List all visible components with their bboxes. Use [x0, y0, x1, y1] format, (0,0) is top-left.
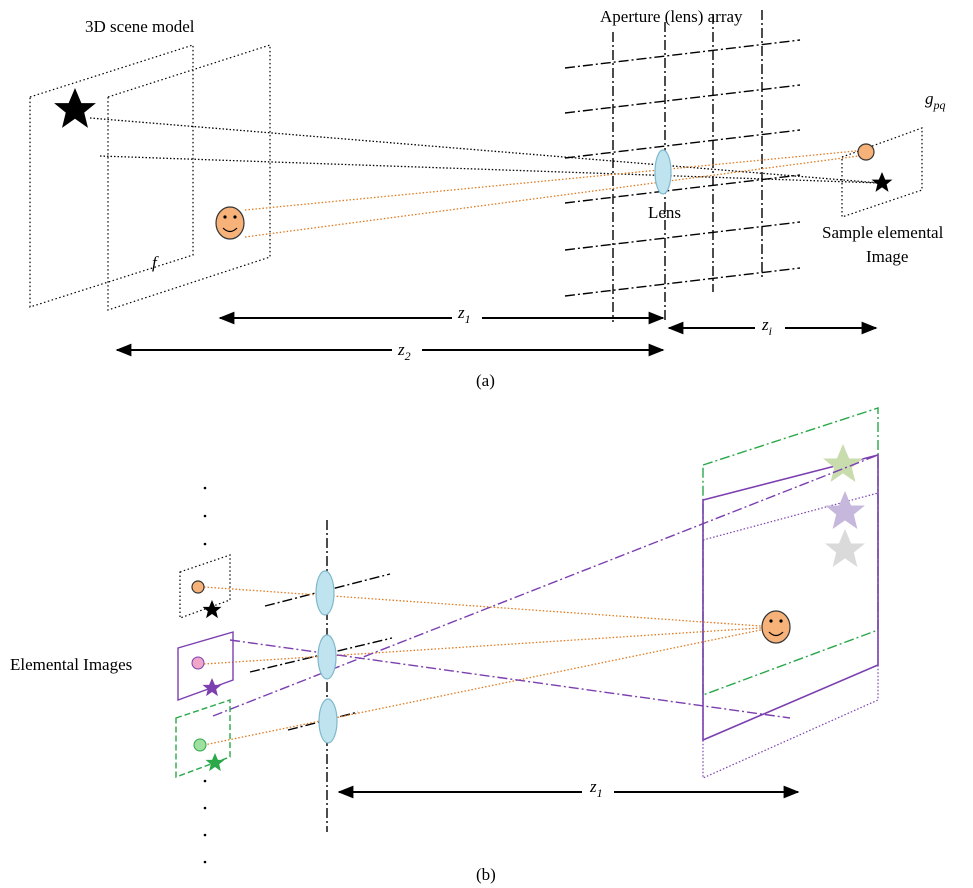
plane-purple-dotted [703, 493, 878, 778]
small-star [206, 753, 225, 771]
focal-label: f [152, 253, 159, 272]
plane-purple [703, 455, 878, 740]
dot [204, 487, 207, 490]
ellipsis-dots [204, 487, 207, 864]
ray [204, 627, 775, 664]
small-face [194, 739, 206, 751]
small-star [203, 678, 222, 696]
face-eye [233, 215, 236, 218]
small-face [192, 657, 204, 669]
face-eye [769, 619, 772, 622]
face-eye [779, 619, 782, 622]
caption: (a) [476, 371, 495, 390]
sample-label: Sample elemental [822, 223, 944, 242]
elemental-image-purple [178, 632, 233, 700]
face [216, 207, 244, 239]
ray [245, 155, 866, 237]
dot [204, 807, 207, 810]
array-line [565, 40, 800, 68]
array-line [565, 130, 800, 158]
small-face [192, 581, 204, 593]
small-star [872, 172, 893, 192]
dot [204, 861, 207, 864]
array-line [565, 268, 800, 296]
lens [318, 635, 336, 679]
lens [319, 699, 337, 743]
lens [655, 150, 671, 194]
diagram: 3D scene model f Aperture (lens) array L… [0, 0, 973, 888]
scene-plane-front [108, 45, 270, 310]
dot [204, 515, 207, 518]
purple-ray [213, 455, 878, 716]
small-face [858, 144, 874, 160]
ray [245, 150, 866, 210]
face-eye [223, 215, 226, 218]
ray [204, 627, 775, 745]
small-star [203, 600, 222, 618]
dot [204, 543, 207, 546]
face-head [216, 207, 244, 239]
dot [204, 780, 207, 783]
elemental-image-green [176, 700, 230, 777]
purple-ray [230, 640, 790, 718]
array-line [565, 85, 800, 113]
sample-label: Image [866, 247, 908, 266]
scene-plane-back [30, 45, 193, 307]
array-label: Aperture (lens) array [600, 7, 743, 26]
lens-label: Lens [648, 203, 681, 222]
star [54, 88, 96, 128]
faded-star [825, 529, 865, 567]
caption: (b) [476, 865, 496, 884]
lens-array [565, 10, 800, 322]
ei-label: Elemental Images [10, 655, 132, 674]
face-head [762, 611, 790, 643]
dot [204, 834, 207, 837]
array-line [565, 222, 800, 250]
g-label: gpq [925, 89, 946, 112]
faded-star [825, 491, 865, 529]
scene-label: 3D scene model [85, 17, 195, 36]
lens [316, 571, 334, 615]
face [762, 611, 790, 643]
